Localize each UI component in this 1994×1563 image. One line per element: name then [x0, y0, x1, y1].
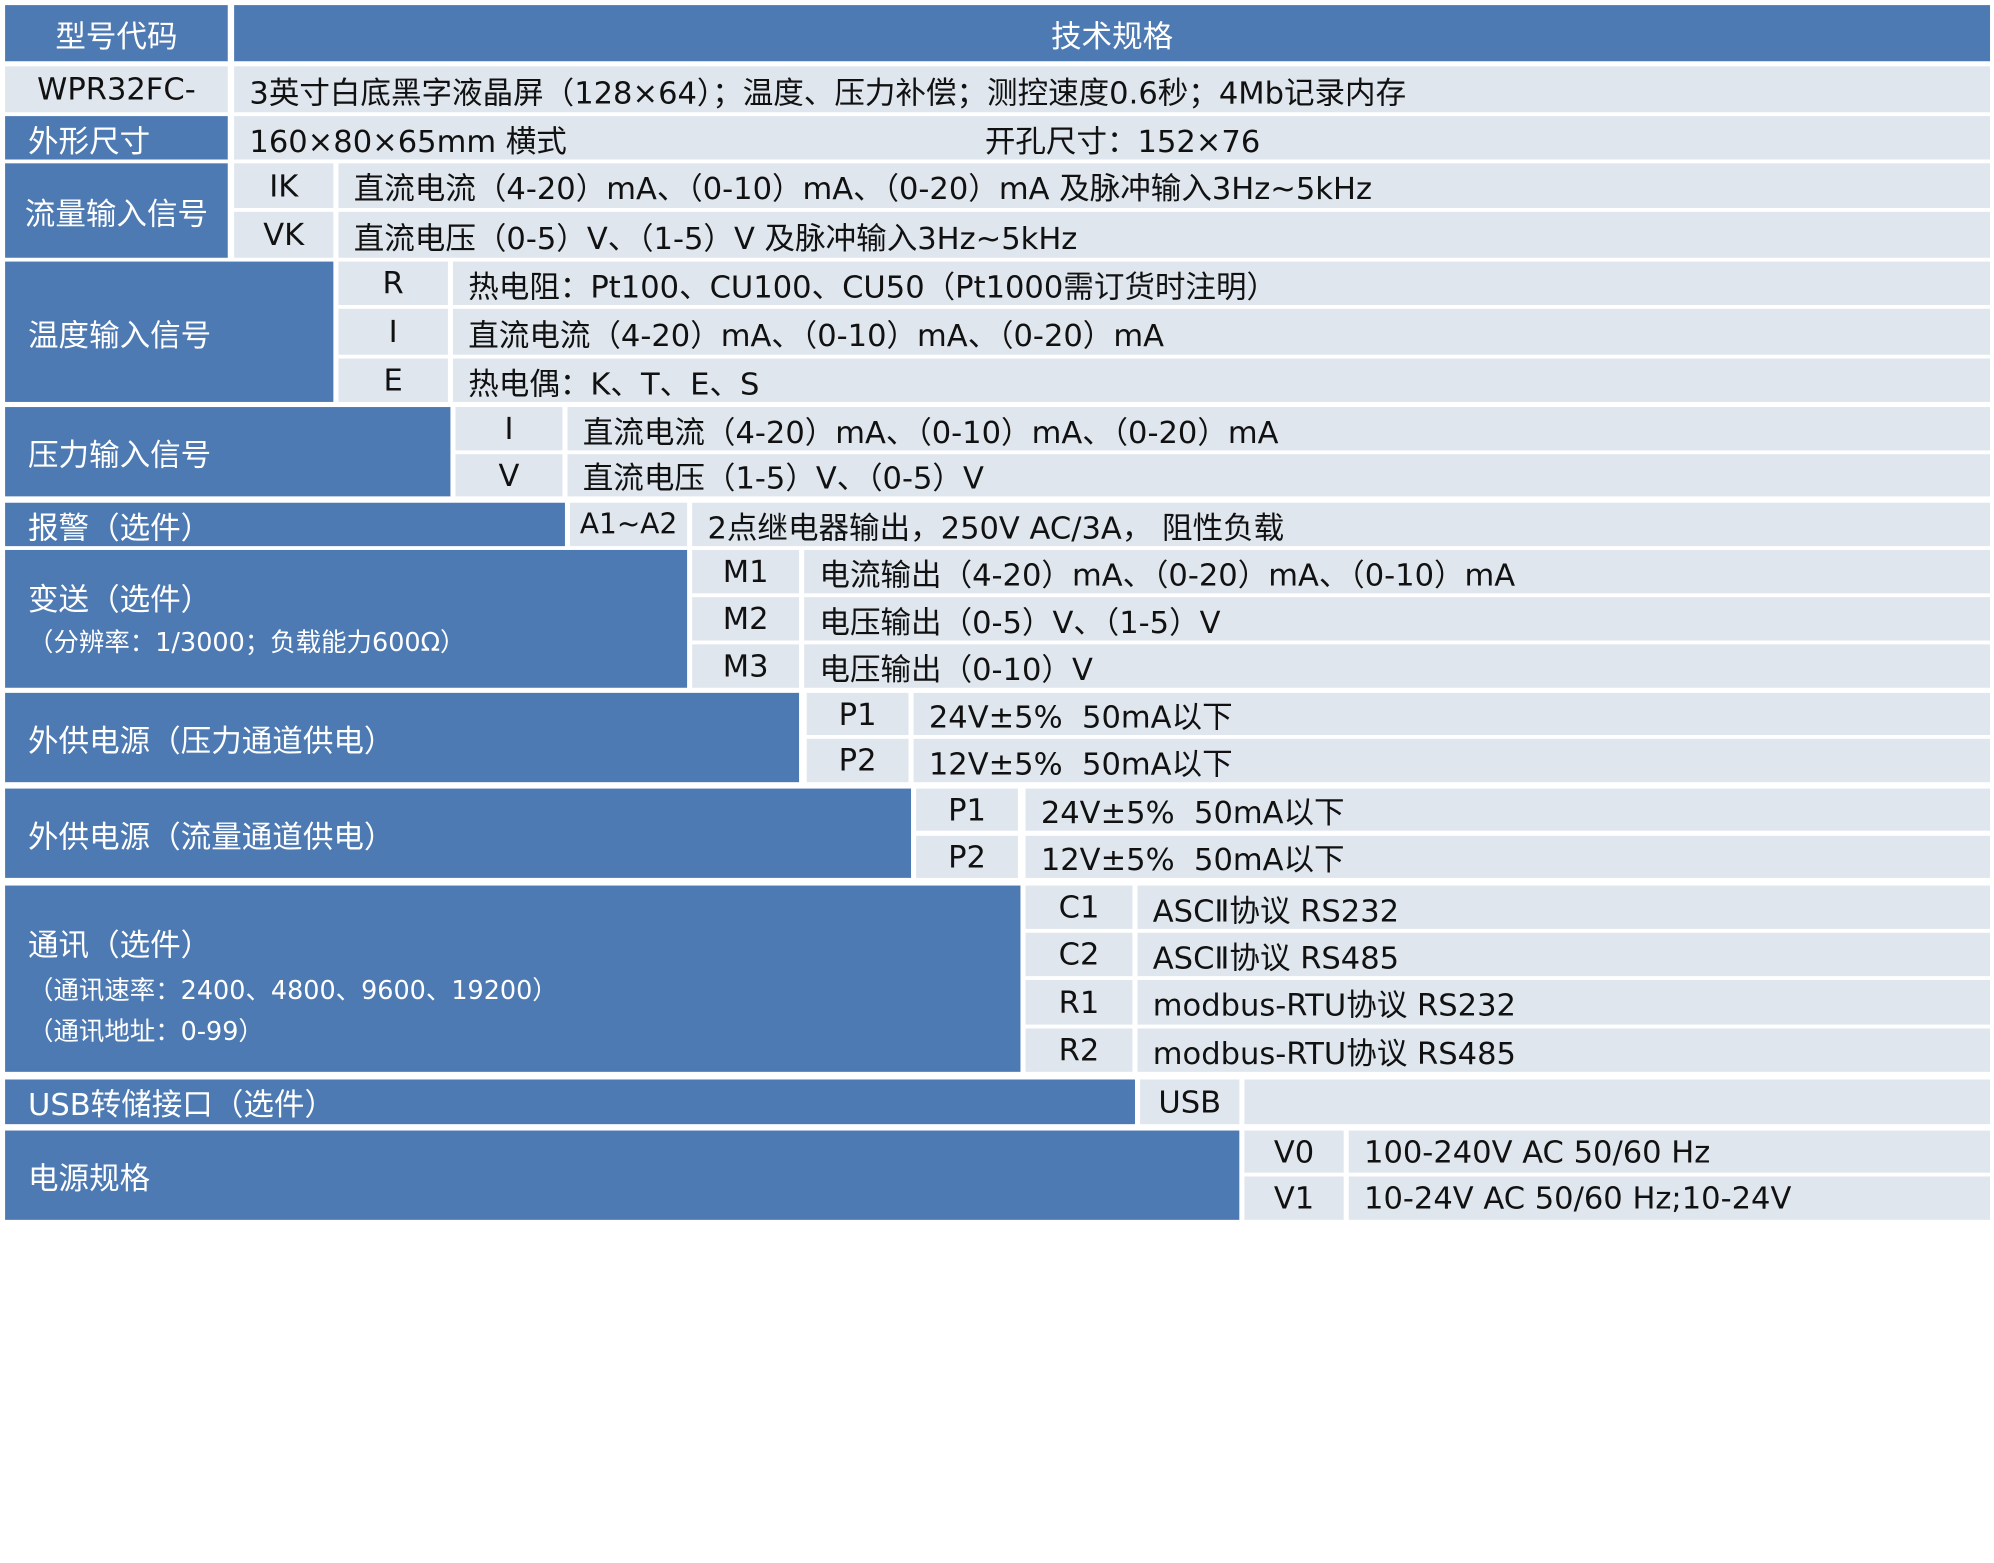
power-flow-code-p2: P2 [916, 835, 1018, 878]
temp-input-code-i: I [338, 308, 448, 355]
temp-input-label: 温度输入信号 [5, 261, 334, 402]
transmit-label-note: （分辨率：1/3000；负载能力600Ω） [27, 626, 466, 658]
temp-input-desc-e: 热电偶：K、T、E、S [452, 358, 1991, 402]
comm-label: 通讯（选件） （通讯速率：2400、4800、9600、19200） （通讯地址… [5, 885, 1021, 1072]
dimensions-size: 160×80×65mm 横式 [249, 123, 567, 159]
comm-label-title: 通讯（选件） [27, 927, 212, 964]
transmit-label-title: 变送（选件） [27, 581, 212, 618]
comm-code-r2: R2 [1025, 1028, 1133, 1072]
power-pressure-desc-p2: 12V±5% 50mA以下 [913, 738, 1991, 783]
power-pressure-code-p2: P2 [806, 738, 909, 783]
flow-input-desc-ik: 直流电流（4-20）mA、（0-10）mA、（0-20）mA 及脉冲输入3Hz~… [338, 163, 1991, 208]
flow-input-desc-vk: 直流电压（0-5）V、（1-5）V 及脉冲输入3Hz~5kHz [338, 211, 1991, 258]
transmit-label: 变送（选件） （分辨率：1/3000；负载能力600Ω） [5, 549, 688, 688]
usb-desc [1244, 1079, 1991, 1125]
pressure-input-code-i: I [455, 407, 563, 451]
alarm-code: A1~A2 [570, 502, 688, 547]
alarm-label: 报警（选件） [5, 502, 565, 547]
power-flow-desc-p1: 24V±5% 50mA以下 [1025, 788, 1991, 831]
temp-input-code-e: E [338, 358, 448, 402]
pressure-input-code-v: V [455, 454, 563, 497]
flow-input-code-vk: VK [234, 211, 334, 258]
comm-desc-r1: modbus-RTU协议 RS232 [1137, 979, 1991, 1025]
power-flow-code-p1: P1 [916, 788, 1018, 831]
power-supply-label: 电源规格 [5, 1130, 1240, 1220]
power-pressure-desc-p1: 24V±5% 50mA以下 [913, 692, 1991, 735]
temp-input-desc-i: 直流电流（4-20）mA、（0-10）mA、（0-20）mA [452, 308, 1991, 355]
pressure-input-desc-v: 直流电压（1-5）V、（0-5）V [567, 454, 1991, 497]
power-pressure-label: 外供电源（压力通道供电） [5, 692, 800, 783]
transmit-code-m2: M2 [692, 597, 800, 641]
transmit-desc-m3: 电压输出（0-10）V [804, 644, 1991, 688]
flow-input-code-ik: IK [234, 163, 334, 208]
power-supply-desc-v1: 10-24V AC 50/60 Hz;10-24V [1348, 1176, 1991, 1220]
model-desc: 3英寸白底黑字液晶屏（128×64）；温度、压力补偿；测控速度0.6秒；4Mb记… [234, 66, 1991, 113]
transmit-code-m1: M1 [692, 549, 800, 594]
dimensions-value: 160×80×65mm 横式 开孔尺寸：152×76 [234, 116, 1991, 160]
header-tech-spec: 技术规格 [234, 5, 1991, 62]
pressure-input-label: 压力输入信号 [5, 407, 451, 497]
power-flow-desc-p2: 12V±5% 50mA以下 [1025, 835, 1991, 878]
comm-label-note-speed: （通讯速率：2400、4800、9600、19200） [27, 974, 558, 1006]
comm-code-c1: C1 [1025, 885, 1133, 929]
comm-code-r1: R1 [1025, 979, 1133, 1025]
comm-desc-c2: ASCⅡ协议 RS485 [1137, 932, 1991, 977]
power-supply-desc-v0: 100-240V AC 50/60 Hz [1348, 1130, 1991, 1173]
comm-desc-r2: modbus-RTU协议 RS485 [1137, 1028, 1991, 1072]
temp-input-desc-r: 热电阻：Pt100、CU100、CU50（Pt1000需订货时注明） [452, 261, 1991, 305]
usb-code: USB [1140, 1079, 1240, 1125]
power-flow-label: 外供电源（流量通道供电） [5, 788, 912, 878]
comm-desc-c1: ASCⅡ协议 RS232 [1137, 885, 1991, 929]
comm-code-c2: C2 [1025, 932, 1133, 977]
power-supply-code-v1: V1 [1244, 1176, 1344, 1220]
alarm-desc: 2点继电器输出，250V AC/3A， 阻性负载 [692, 502, 1991, 547]
temp-input-code-r: R [338, 261, 448, 305]
dimensions-cutout: 开孔尺寸：152×76 [984, 123, 1261, 159]
flow-input-label: 流量输入信号 [5, 163, 228, 258]
power-supply-code-v0: V0 [1244, 1130, 1344, 1173]
power-pressure-code-p1: P1 [806, 692, 909, 735]
transmit-desc-m2: 电压输出（0-5）V、（1-5）V [804, 597, 1991, 641]
usb-label: USB转储接口（选件） [5, 1079, 1135, 1125]
transmit-desc-m1: 电流输出（4-20）mA、（0-20）mA、（0-10）mA [804, 549, 1991, 594]
pressure-input-desc-i: 直流电流（4-20）mA、（0-10）mA、（0-20）mA [567, 407, 1991, 451]
comm-label-note-address: （通讯地址：0-99） [27, 1015, 264, 1047]
transmit-code-m3: M3 [692, 644, 800, 688]
model-code: WPR32FC- [5, 66, 228, 113]
dimensions-label: 外形尺寸 [5, 116, 228, 160]
header-model-code: 型号代码 [5, 5, 228, 62]
